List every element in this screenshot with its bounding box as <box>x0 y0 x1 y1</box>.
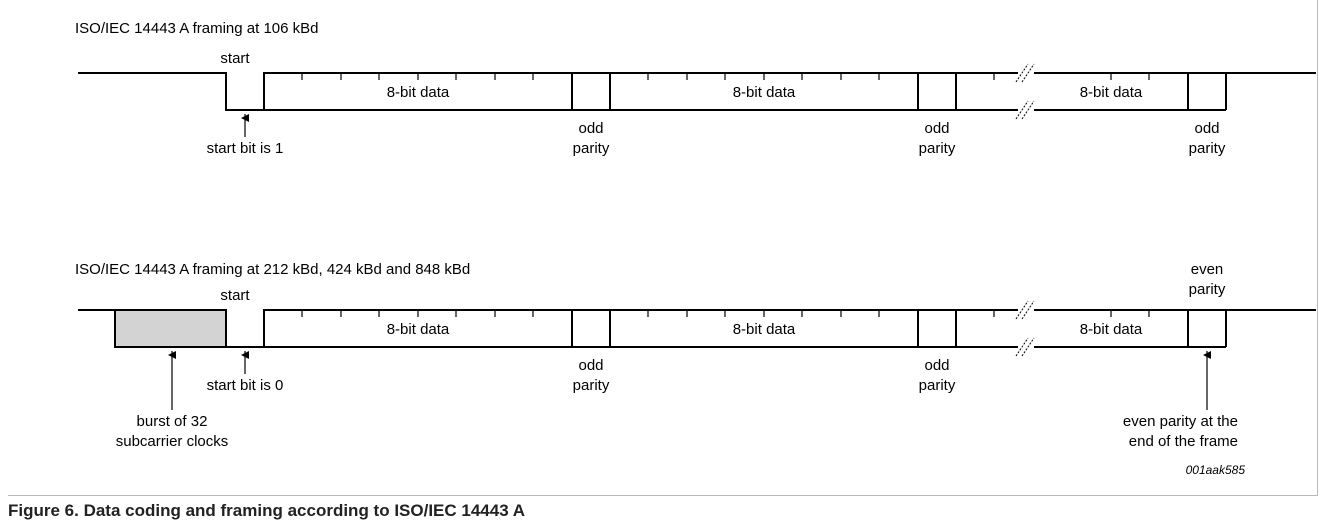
figure-tag: 001aak585 <box>1186 463 1246 477</box>
data-label-byte-1: 8-bit data <box>387 321 450 338</box>
data-label-byte-2: 8-bit data <box>733 321 796 338</box>
frame-106kbd: ISO/IEC 14443 A framing at 106 kBd start <box>75 20 1316 157</box>
end-note-line1: even parity at the <box>1123 413 1238 430</box>
break-mark <box>1015 299 1035 359</box>
final-parity-label-line1: even <box>1191 261 1224 278</box>
frame-title: ISO/IEC 14443 A framing at 212 kBd, 424 … <box>75 261 470 278</box>
waveform-line <box>78 72 1316 111</box>
figure-caption: Figure 6. Data coding and framing accord… <box>8 501 526 520</box>
burst-note-line1: burst of 32 <box>137 413 208 430</box>
start-label: start <box>220 50 250 67</box>
data-label-byte-2: 8-bit data <box>733 84 796 101</box>
parity-label-2-line2: parity <box>919 377 956 394</box>
frame-212-424-848kbd: ISO/IEC 14443 A framing at 212 kBd, 424 … <box>75 261 1316 450</box>
parity-label-2-line2: parity <box>919 140 956 157</box>
start-bit-note: start bit is 0 <box>207 377 284 394</box>
start-bit-note: start bit is 1 <box>207 140 284 157</box>
parity-label-3-line2: parity <box>1189 140 1226 157</box>
parity-label-1-line1: odd <box>578 120 603 137</box>
parity-label-1-line2: parity <box>573 140 610 157</box>
start-label: start <box>220 287 250 304</box>
break-mark <box>1015 62 1035 122</box>
data-label-byte-3: 8-bit data <box>1080 84 1143 101</box>
frame-title: ISO/IEC 14443 A framing at 106 kBd <box>75 20 318 37</box>
parity-label-2-line1: odd <box>924 357 949 374</box>
end-note-line2: end of the frame <box>1129 433 1238 450</box>
bit-tick-marks <box>301 73 1150 80</box>
framing-diagram: ISO/IEC 14443 A framing at 106 kBd start <box>75 20 1316 477</box>
figure-frame: ISO/IEC 14443 A framing at 106 kBd start <box>8 0 1318 496</box>
burst-note-line2: subcarrier clocks <box>116 433 229 450</box>
final-parity-label-line2: parity <box>1189 281 1226 298</box>
parity-label-2-line1: odd <box>924 120 949 137</box>
bit-tick-marks <box>301 310 1150 317</box>
subcarrier-burst <box>114 309 227 348</box>
parity-label-1-line1: odd <box>578 357 603 374</box>
data-label-byte-1: 8-bit data <box>387 84 450 101</box>
parity-label-3-line1: odd <box>1194 120 1219 137</box>
data-label-byte-3: 8-bit data <box>1080 321 1143 338</box>
waveform-line <box>78 309 1316 348</box>
parity-label-1-line2: parity <box>573 377 610 394</box>
